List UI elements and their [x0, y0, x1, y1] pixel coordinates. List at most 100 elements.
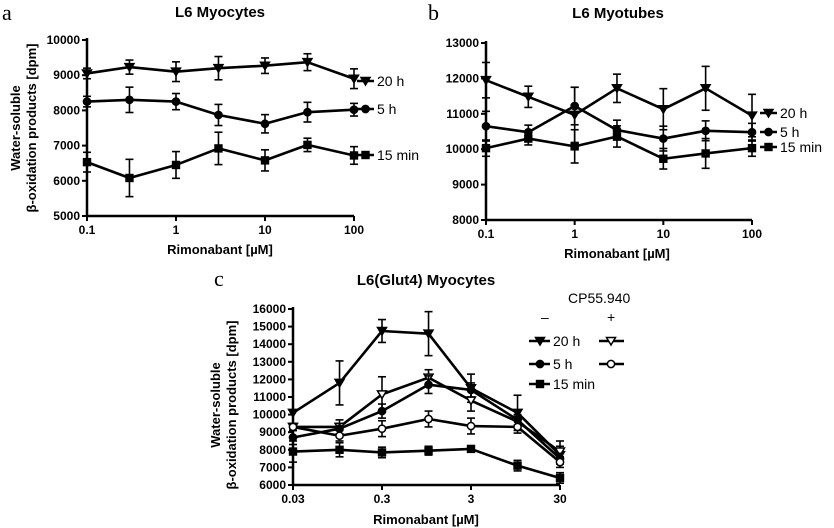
data-point-marker	[611, 84, 623, 94]
y-tick-label: 10000	[253, 408, 287, 422]
y-tick-label: 13000	[253, 355, 287, 369]
legend-label: 15 min	[780, 139, 822, 155]
legend-item: 5 h	[529, 356, 624, 372]
data-point-marker	[747, 143, 757, 153]
data-point-marker	[513, 422, 522, 432]
y-tick-label: 7000	[259, 460, 286, 474]
legend-marker-icon	[534, 336, 546, 347]
legend-label: 15 min	[377, 147, 419, 163]
legend-marker-icon	[606, 359, 616, 369]
data-point-marker	[513, 461, 522, 470]
data-point-marker	[424, 380, 433, 390]
legend-marker-icon	[764, 127, 773, 137]
y-tick-label: 10000	[446, 142, 480, 156]
y-tick-label: 8000	[259, 443, 286, 457]
panel-a-plot: 5000 6000 7000 8000 9000 10000 0.1 1 10 100 20 h 5 …	[47, 33, 419, 237]
data-point-marker	[260, 119, 270, 129]
x-tick-label: 10	[657, 227, 671, 241]
data-point-marker	[377, 448, 387, 457]
legend-label: 5 h	[780, 124, 799, 140]
y-tick-label: 12000	[253, 372, 287, 386]
legend-marker-icon	[535, 379, 545, 389]
y-tick-label: 15000	[253, 320, 287, 334]
data-point-marker	[301, 57, 314, 68]
legend-marker-icon	[764, 142, 773, 152]
y-tick-label: 9000	[259, 425, 286, 439]
legend-item: 15 min	[529, 376, 595, 392]
data-point-marker	[424, 414, 433, 424]
legend-marker-icon	[605, 336, 617, 347]
y-tick-label: 16000	[253, 302, 287, 316]
data-point-marker	[377, 406, 387, 416]
data-point-marker	[303, 107, 312, 117]
data-point-marker	[524, 134, 533, 143]
data-point-marker	[171, 160, 181, 170]
panel-c-legend-title: CP55.940	[568, 290, 630, 306]
legend-label: 20 h	[377, 73, 404, 89]
data-point-marker	[657, 104, 670, 115]
data-point-marker	[348, 74, 360, 85]
data-point-marker	[212, 63, 225, 74]
data-point-marker	[746, 111, 758, 122]
data-point-marker	[171, 97, 181, 106]
legend-item: 20 h	[760, 105, 807, 121]
series-5-h	[481, 86, 757, 152]
data-point-marker	[335, 445, 344, 455]
x-tick-label: 0.3	[374, 492, 391, 506]
data-point-marker	[612, 132, 622, 141]
y-tick-label: 12000	[446, 71, 480, 85]
series-20-h	[81, 52, 360, 90]
legend-marker-icon	[359, 76, 372, 87]
data-point-marker	[424, 446, 433, 455]
panel-c-letter: c	[214, 266, 224, 291]
data-point-marker	[701, 126, 710, 136]
data-point-marker	[333, 378, 346, 389]
data-point-marker	[260, 156, 270, 165]
panel-c-legend-minus: –	[541, 309, 549, 325]
x-tick-label: 0.03	[281, 492, 305, 506]
legend-item: 15 min	[357, 147, 419, 163]
data-point-marker	[288, 433, 298, 442]
panel-a-ylabel-1: Water-soluble	[8, 85, 23, 170]
data-point-marker	[466, 385, 476, 395]
x-tick-label: 100	[742, 227, 762, 241]
data-point-marker	[377, 424, 387, 434]
x-tick-label: 3	[468, 492, 475, 506]
legend-item: 5 h	[760, 124, 799, 140]
x-tick-label: 1	[173, 223, 180, 237]
x-tick-label: 0.1	[478, 227, 495, 241]
x-tick-label: 30	[553, 492, 567, 506]
x-tick-label: 10	[258, 223, 272, 237]
data-point-marker	[658, 134, 668, 143]
data-point-marker	[422, 329, 435, 340]
data-point-marker	[259, 61, 271, 72]
legend-marker-icon	[361, 104, 370, 114]
data-point-marker	[349, 105, 359, 115]
data-point-marker	[82, 157, 92, 167]
panel-a-title: L6 Myocytes	[175, 4, 265, 21]
data-point-marker	[481, 121, 491, 131]
data-point-marker	[376, 390, 388, 400]
data-point-marker	[349, 151, 359, 160]
data-point-marker	[214, 110, 223, 120]
data-point-marker	[123, 62, 136, 73]
legend-label: 5 h	[553, 356, 572, 372]
panel-c-title: L6(Glut4) Myocytes	[357, 272, 495, 289]
data-point-marker	[522, 92, 535, 103]
data-point-marker	[303, 140, 312, 150]
data-point-marker	[511, 408, 524, 419]
series-5-h-plus	[288, 410, 565, 469]
data-point-marker	[555, 457, 565, 467]
panel-b-xlabel: Rimonabant [µM]	[564, 246, 670, 261]
data-point-marker	[335, 431, 344, 441]
data-point-marker	[554, 447, 566, 458]
legend-label: 20 h	[780, 105, 807, 121]
y-tick-label: 6000	[53, 174, 80, 188]
legend-marker-icon	[361, 150, 370, 160]
data-point-marker	[466, 421, 476, 431]
panel-b-letter: b	[428, 0, 439, 25]
y-tick-label: 11000	[253, 390, 286, 404]
y-tick-label: 5000	[53, 209, 80, 223]
